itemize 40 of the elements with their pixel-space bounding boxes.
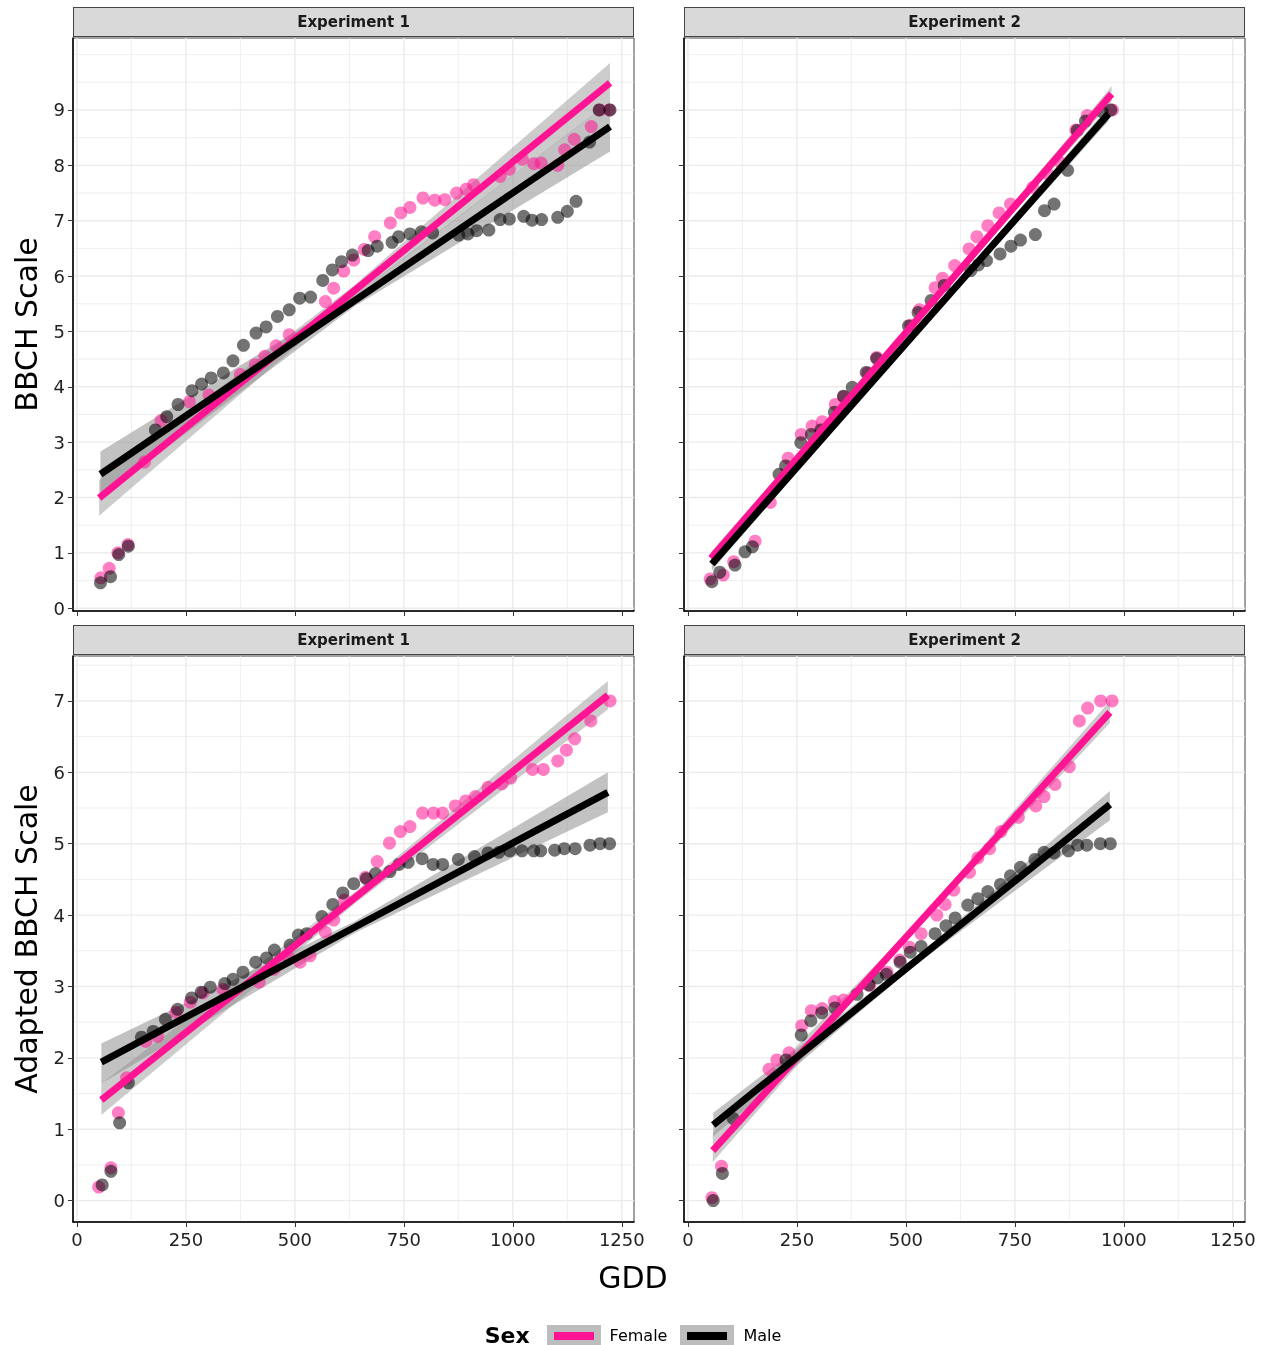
y-tick-label: 6 — [53, 265, 65, 287]
x-tick-label: 250 — [168, 1228, 204, 1250]
legend-label: Female — [609, 1326, 668, 1345]
x-tick-label: 500 — [888, 1228, 924, 1250]
y-tick-label: 3 — [53, 975, 65, 997]
x-tick-label: 0 — [682, 1228, 694, 1250]
y-tick-label: 3 — [53, 431, 65, 453]
x-tick-label: 250 — [779, 1228, 815, 1250]
y-tick-label: 0 — [53, 1190, 65, 1212]
y-tick-label: 0 — [53, 597, 65, 619]
y-axis-title: Adapted BBCH Scale — [8, 784, 44, 1094]
legend-title: Sex — [484, 1323, 530, 1345]
x-tick-label: 750 — [386, 1228, 422, 1250]
chart-title: Experiment 2 — [684, 7, 1245, 37]
x-tick-label: 1250 — [1209, 1228, 1256, 1250]
chart-title: Experiment 1 — [73, 625, 634, 655]
x-tick-label: 750 — [997, 1228, 1033, 1250]
y-axis-title: BBCH Scale — [8, 237, 44, 412]
y-tick-label: 4 — [53, 904, 65, 926]
y-tick-label: 1 — [53, 1118, 65, 1140]
y-tick-label: 2 — [53, 1047, 65, 1069]
x-tick-label: 1250 — [598, 1228, 645, 1250]
y-tick-label: 6 — [53, 761, 65, 783]
chart-title: Experiment 1 — [73, 7, 634, 37]
x-tick-label: 500 — [277, 1228, 313, 1250]
chart-title: Experiment 2 — [684, 625, 1245, 655]
y-tick-label: 5 — [53, 320, 65, 342]
x-tick-label: 1000 — [489, 1228, 536, 1250]
y-tick-label: 1 — [53, 542, 65, 564]
x-tick-label: 0 — [71, 1228, 83, 1250]
y-tick-label: 9 — [53, 99, 65, 121]
y-tick-label: 5 — [53, 833, 65, 855]
y-tick-label: 7 — [53, 690, 65, 712]
x-axis-title: GDD — [597, 1260, 669, 1295]
y-tick-label: 8 — [53, 154, 65, 176]
x-tick-label: 1000 — [1100, 1228, 1147, 1250]
y-tick-label: 2 — [53, 487, 65, 509]
legend-label: Male — [743, 1326, 782, 1345]
y-tick-label: 7 — [53, 210, 65, 232]
y-tick-label: 4 — [53, 376, 65, 398]
